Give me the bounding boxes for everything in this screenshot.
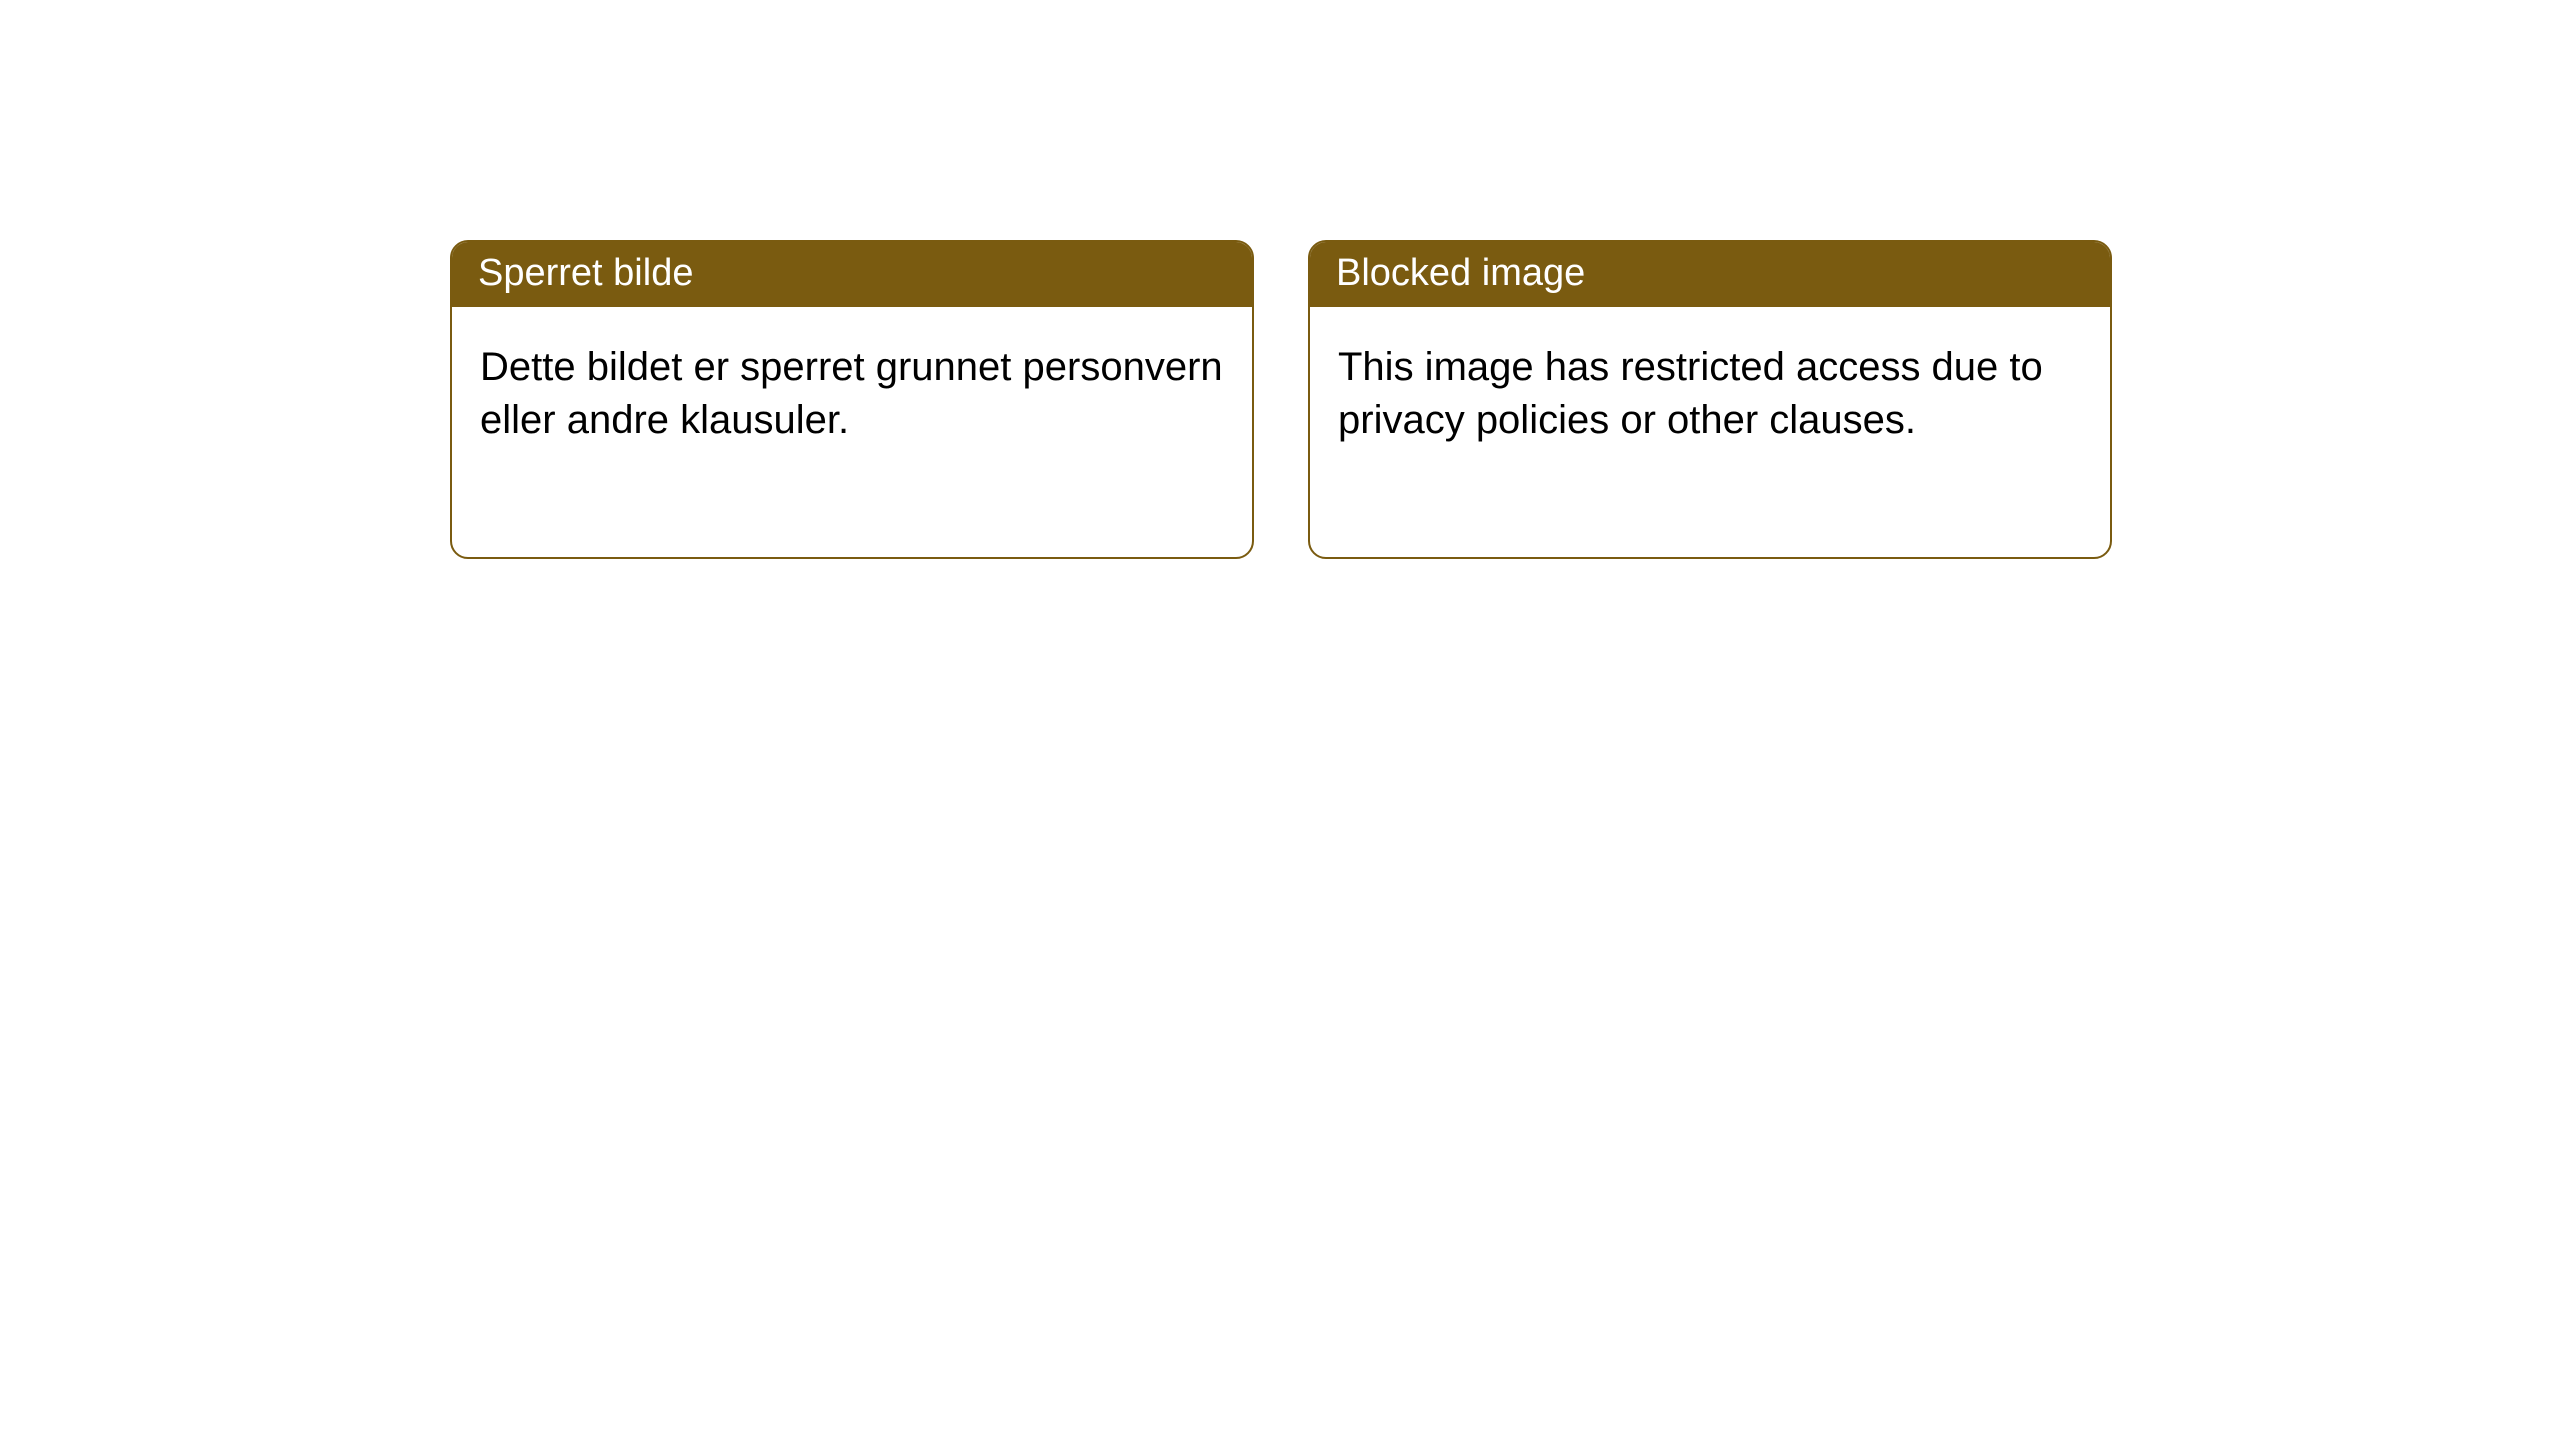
notice-body: This image has restricted access due to … <box>1310 307 2110 557</box>
notice-body: Dette bildet er sperret grunnet personve… <box>452 307 1252 557</box>
notice-header: Sperret bilde <box>452 242 1252 307</box>
notice-container: Sperret bilde Dette bildet er sperret gr… <box>0 0 2560 559</box>
notice-card-norwegian: Sperret bilde Dette bildet er sperret gr… <box>450 240 1254 559</box>
notice-card-english: Blocked image This image has restricted … <box>1308 240 2112 559</box>
notice-header: Blocked image <box>1310 242 2110 307</box>
